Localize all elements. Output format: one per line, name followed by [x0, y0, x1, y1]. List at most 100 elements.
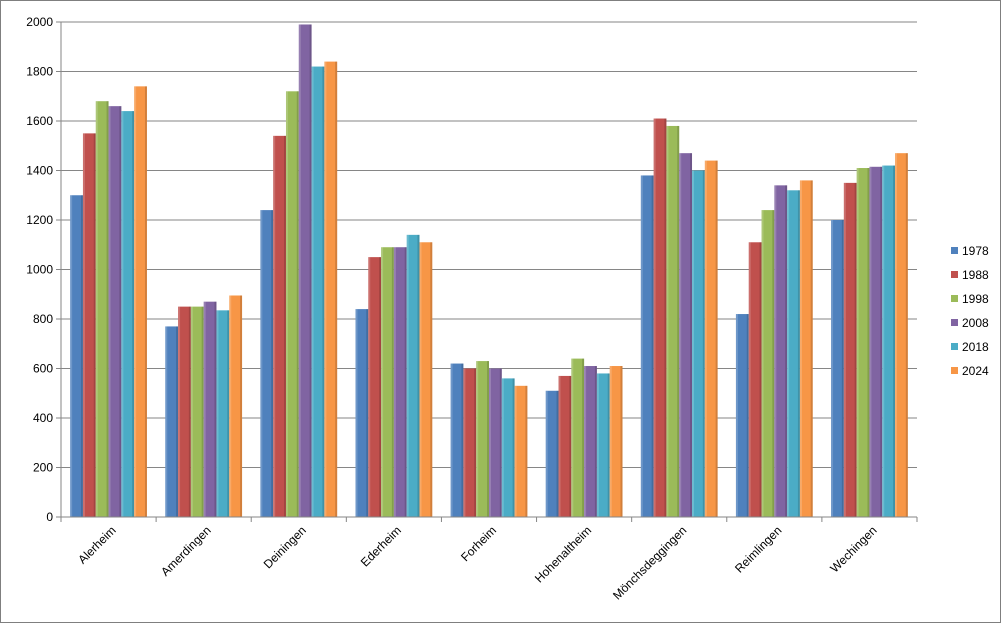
bar: [393, 247, 407, 517]
bar-Wechingen-1988: [843, 182, 857, 517]
legend-item-1998: 1998: [951, 292, 989, 306]
legend: 1978 1988 1998 2008 2018 2024: [951, 244, 989, 378]
bar-shade: [132, 111, 135, 517]
bar-highlight: [463, 368, 466, 517]
bar: [584, 366, 597, 517]
bar-highlight: [735, 314, 738, 517]
bar-Reimlingen-2008: [774, 185, 788, 517]
x-tick-label: Deiningen: [261, 523, 309, 571]
bar-highlight: [761, 210, 764, 517]
bar-shade: [556, 390, 559, 517]
x-tick-label: Alerheim: [75, 523, 118, 566]
bar-highlight: [121, 111, 124, 517]
bar: [229, 295, 243, 517]
bar: [260, 210, 274, 517]
bar-shade: [841, 220, 844, 517]
bar-Reimlingen-2024: [799, 180, 813, 517]
legend-label: 2008: [962, 316, 989, 330]
bar-highlight: [95, 101, 98, 517]
bar-Wechingen-2008: [869, 166, 883, 517]
bar-highlight: [545, 390, 548, 517]
bar-highlight: [787, 190, 790, 518]
bar-Hohenaltheim-2008: [584, 366, 597, 517]
bar-shade: [677, 125, 680, 517]
bar-Amerdingen-2018: [216, 310, 230, 517]
bar-highlight: [640, 175, 643, 517]
bar-Alerheim-2024: [134, 86, 147, 517]
bar-Ederheim-1988: [368, 257, 382, 517]
bar-highlight: [260, 210, 263, 517]
bar-Forheim-2008: [489, 368, 502, 517]
bar-shade: [474, 368, 477, 517]
bar-Ederheim-1998: [381, 247, 394, 517]
bar: [178, 306, 191, 517]
bar-shade: [391, 247, 394, 517]
bar-Mönchsdeggingen-2008: [679, 153, 693, 518]
bar-highlight: [393, 247, 396, 517]
bar: [799, 180, 813, 517]
bar-Ederheim-2008: [393, 247, 407, 517]
bar-Hohenaltheim-1988: [558, 375, 572, 517]
bar: [463, 368, 477, 517]
legend-label: 2018: [962, 340, 989, 354]
bar-shade: [702, 170, 705, 517]
bar-highlight: [311, 66, 314, 518]
bar-Wechingen-1978: [831, 220, 844, 517]
bar-Alerheim-2008: [108, 106, 122, 518]
bar-shade: [620, 366, 623, 517]
bar-highlight: [489, 368, 491, 517]
bar-highlight: [774, 185, 777, 517]
bar: [95, 101, 109, 517]
bar-Amerdingen-2008: [203, 301, 217, 517]
bar: [82, 133, 96, 517]
bar-highlight: [843, 182, 846, 517]
x-tick-label: Amerdingen: [158, 523, 214, 579]
bar-shade: [404, 247, 407, 517]
bar: [419, 242, 433, 517]
bar-Deiningen-1998: [285, 91, 299, 518]
bar-Mönchsdeggingen-1978: [640, 175, 654, 517]
bar-shade: [785, 185, 788, 517]
legend-swatch: [951, 247, 958, 254]
bar-Deiningen-2024: [324, 61, 338, 517]
bar: [134, 86, 147, 517]
bar-highlight: [134, 86, 137, 517]
bar: [735, 314, 749, 517]
bar: [666, 125, 680, 517]
bar-highlight: [571, 358, 574, 517]
bar-shade: [582, 358, 585, 517]
bar: [514, 385, 528, 517]
bar-shade: [214, 301, 217, 517]
bar-Ederheim-2018: [406, 234, 420, 517]
bar-shade: [283, 135, 286, 517]
bar-shade: [715, 160, 718, 517]
bar-highlight: [190, 306, 193, 517]
bar: [311, 66, 325, 518]
bar: [368, 257, 382, 517]
bar-Deiningen-1978: [260, 210, 274, 517]
bar-highlight: [450, 363, 453, 517]
bar-shade: [188, 306, 191, 517]
bar-highlight: [406, 234, 409, 517]
bar-Amerdingen-1998: [190, 306, 204, 517]
bar-highlight: [869, 166, 872, 517]
bar-Forheim-2018: [501, 378, 515, 517]
y-tick-label: 1800: [26, 65, 53, 79]
bar-Wechingen-2018: [882, 165, 896, 518]
x-tick-label: Hohenaltheim: [532, 523, 594, 585]
bar-shade: [664, 118, 667, 518]
bar: [216, 310, 230, 517]
bar-shade: [810, 180, 813, 517]
legend-item-2008: 2008: [951, 316, 989, 330]
bar-Wechingen-1998: [856, 168, 870, 517]
x-tick-label: Wechingen: [827, 523, 879, 575]
bar-Reimlingen-2018: [787, 190, 800, 518]
bar-highlight: [799, 180, 802, 517]
bar-shade: [880, 166, 883, 517]
y-tick-label: 2000: [26, 15, 53, 29]
bar-highlight: [381, 247, 384, 517]
legend-swatch: [951, 343, 958, 350]
bar: [298, 24, 312, 517]
bar-Forheim-1988: [463, 368, 477, 517]
